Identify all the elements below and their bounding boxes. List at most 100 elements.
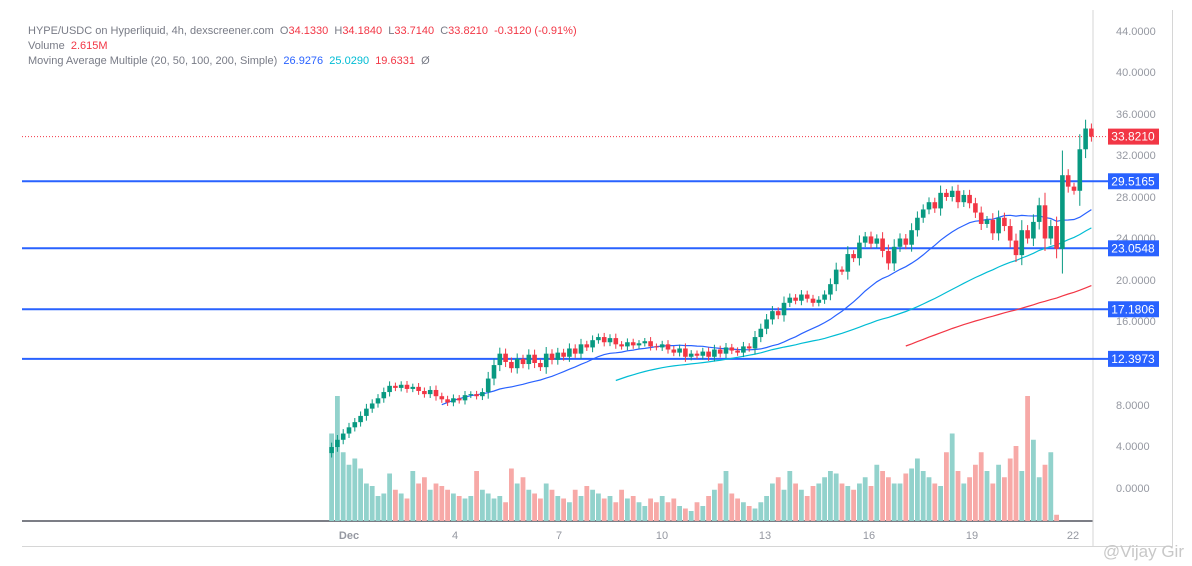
- volume-bar: [364, 483, 369, 521]
- candle-body: [555, 352, 561, 360]
- volume-bar: [474, 471, 479, 521]
- candle-body: [868, 236, 874, 244]
- volume-bar: [984, 471, 990, 521]
- volume-bar: [335, 396, 340, 521]
- candle-body: [909, 230, 914, 245]
- candle-body: [335, 439, 340, 448]
- volume-bar: [549, 489, 555, 521]
- volume-bar: [833, 473, 839, 521]
- candle-body: [358, 415, 363, 423]
- price-tick: 20.0000: [1116, 275, 1156, 287]
- volume-bar: [851, 489, 856, 521]
- candle-body: [944, 192, 949, 197]
- volume-bar: [961, 483, 967, 521]
- volume-bar: [886, 477, 891, 521]
- candle-body: [741, 346, 746, 353]
- candle-body: [1089, 128, 1094, 137]
- volume-bar: [822, 477, 827, 521]
- volume-bar: [903, 473, 909, 521]
- candle-body: [694, 353, 700, 356]
- candle-body: [340, 433, 346, 440]
- volume-bar: [491, 498, 497, 521]
- volume-bar: [996, 464, 1001, 521]
- chart-frame: [22, 10, 1173, 547]
- volume-bar: [607, 496, 613, 521]
- candle-body: [891, 246, 897, 264]
- low-value: 33.7140: [394, 25, 435, 37]
- candle-body: [781, 302, 787, 316]
- candle-body: [677, 348, 682, 353]
- price-tick: 32.0000: [1116, 150, 1156, 162]
- volume-label: Volume: [28, 40, 65, 52]
- candle-body: [636, 343, 642, 346]
- volume-bar: [439, 486, 445, 521]
- volume-bar: [920, 471, 926, 521]
- volume-bar: [532, 493, 537, 521]
- price-tick: 28.0000: [1116, 192, 1156, 204]
- level-price-label: 12.3973: [1111, 352, 1155, 366]
- volume-bar: [932, 483, 938, 521]
- volume-bar: [1031, 439, 1036, 521]
- candle-body: [352, 422, 358, 428]
- price-tick: 44.0000: [1116, 26, 1156, 38]
- candle-body: [1013, 240, 1019, 256]
- candle-body: [625, 342, 630, 347]
- volume-bar: [816, 483, 822, 521]
- volume-bar: [717, 483, 723, 521]
- candle-body: [456, 398, 462, 401]
- volume-bar: [404, 498, 410, 521]
- price-tick: 36.0000: [1116, 109, 1156, 121]
- volume-bar: [630, 496, 636, 521]
- ma-label: Moving Average Multiple (20, 50, 100, 20…: [28, 55, 278, 67]
- candle-body: [474, 394, 479, 397]
- volume-value: 2.615M: [70, 40, 108, 52]
- candle-body: [920, 209, 926, 218]
- volume-bar: [509, 468, 514, 521]
- candle-body: [688, 353, 694, 357]
- volume-bar: [735, 498, 740, 521]
- candle-body: [572, 348, 578, 354]
- open-label: O: [279, 25, 289, 37]
- volume-bar: [955, 471, 961, 521]
- candle-body: [462, 395, 468, 401]
- candle-body: [427, 389, 433, 395]
- volume-bar: [770, 483, 775, 521]
- price-tick: 40.0000: [1116, 67, 1156, 79]
- volume-bar: [659, 496, 665, 521]
- change-value: -0.3120 (-0.91%): [494, 25, 577, 37]
- volume-bar: [949, 433, 955, 521]
- candle-body: [1083, 128, 1088, 150]
- volume-bar: [410, 471, 416, 521]
- ma20-line: [441, 209, 1092, 406]
- price-tick: 0.0000: [1116, 483, 1150, 495]
- volume-bar: [1042, 464, 1048, 521]
- candle-body: [758, 328, 764, 338]
- candle-body: [613, 338, 619, 345]
- volume-bar: [590, 489, 595, 521]
- candle-body: [1031, 221, 1036, 239]
- candle-body: [938, 192, 943, 209]
- candle-body: [1048, 226, 1054, 239]
- candle-body: [839, 269, 845, 272]
- candle-body: [491, 365, 497, 379]
- candle-body: [978, 212, 984, 224]
- candle-body: [520, 358, 526, 365]
- ma-legend: Moving Average Multiple (20, 50, 100, 20…: [28, 55, 430, 67]
- candle-body: [990, 219, 996, 234]
- volume-bar: [973, 464, 978, 521]
- candle-body: [619, 344, 624, 347]
- volume-bar: [1019, 471, 1025, 521]
- candle-body: [381, 392, 387, 399]
- volume-bar: [381, 493, 387, 521]
- candle-body: [404, 384, 410, 389]
- symbol-legend: HYPE/USDC on Hyperliquid, 4h, dexscreene…: [28, 25, 577, 37]
- candle-body: [1036, 205, 1042, 222]
- candle-body: [1060, 175, 1065, 249]
- volume-bar: [369, 486, 375, 521]
- candle-body: [543, 353, 549, 368]
- close-label: C: [440, 25, 449, 37]
- candle-body: [967, 194, 972, 204]
- candle-body: [578, 344, 584, 354]
- candle-body: [787, 297, 793, 303]
